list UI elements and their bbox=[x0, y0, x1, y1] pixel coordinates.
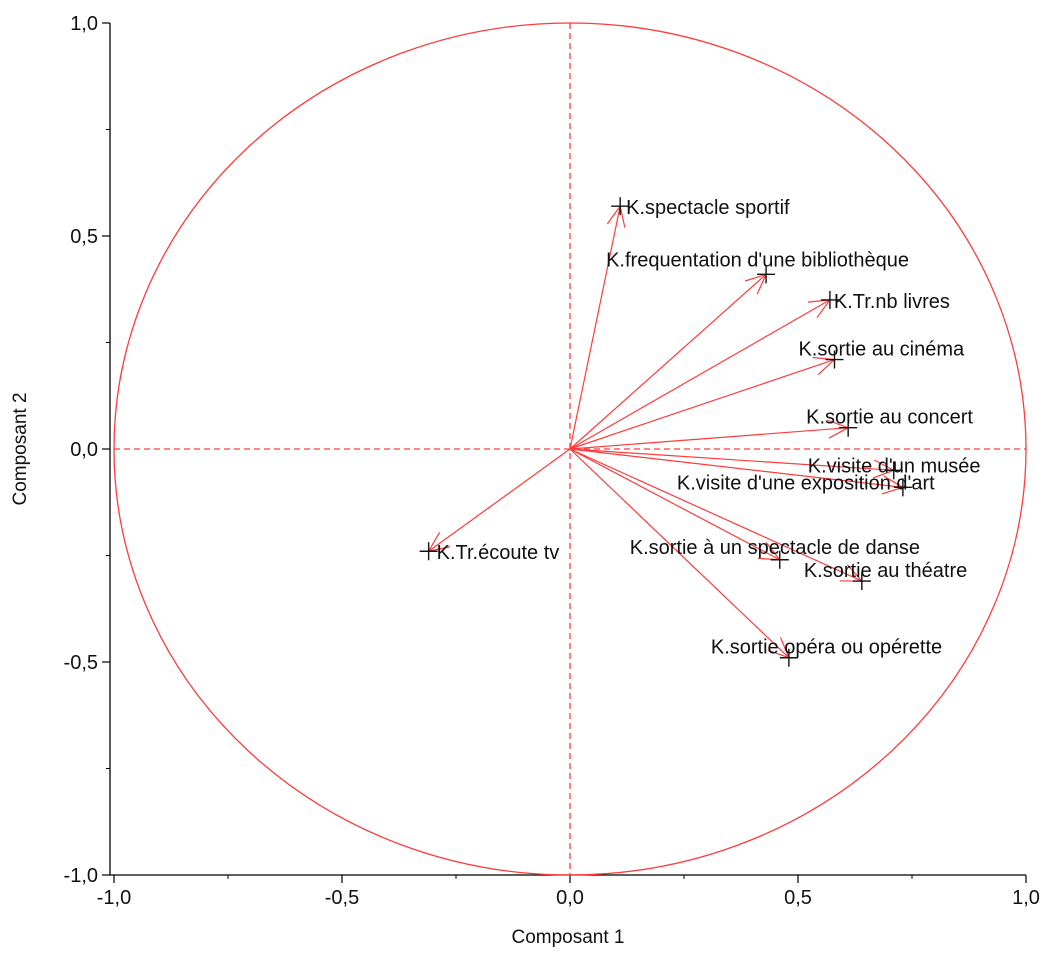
variable-vector bbox=[569, 448, 790, 659]
variable-label: K.spectacle sportif bbox=[626, 197, 790, 219]
vectors-layer bbox=[419, 197, 912, 667]
x-tick-label: -0,5 bbox=[325, 887, 359, 909]
x-tick-label: 0,0 bbox=[556, 887, 584, 909]
variable-vector bbox=[569, 448, 903, 488]
variable-vector bbox=[569, 273, 767, 450]
variable-vector bbox=[569, 448, 781, 561]
point-marker bbox=[419, 542, 438, 561]
x-tick-label: -1,0 bbox=[97, 887, 131, 909]
point-marker bbox=[611, 197, 630, 216]
variable-label: K.frequentation d'une bibliothèque bbox=[606, 249, 909, 271]
y-axis-title: Composant 2 bbox=[10, 392, 31, 505]
point-marker bbox=[770, 550, 789, 569]
y-tick-label: 1,0 bbox=[70, 13, 98, 35]
y-tick-label: 0,0 bbox=[70, 439, 98, 461]
variable-label: K.visite d'un musée bbox=[808, 455, 981, 477]
x-tick-label: 1,0 bbox=[1012, 887, 1040, 909]
point-marker bbox=[893, 478, 912, 497]
variable-vector bbox=[569, 206, 621, 450]
variable-vector bbox=[569, 448, 894, 471]
point-marker bbox=[820, 290, 839, 309]
point-marker bbox=[779, 648, 798, 667]
variable-label: K.Tr.nb livres bbox=[834, 291, 950, 313]
variable-label: K.sortie à un spectacle de danse bbox=[630, 537, 920, 559]
point-marker bbox=[852, 572, 871, 591]
variable-label: K.Tr.écoute tv bbox=[437, 542, 560, 564]
point-marker bbox=[825, 350, 844, 369]
variable-vector bbox=[569, 358, 835, 450]
variable-label: K.visite d'une exposition d'art bbox=[677, 472, 935, 494]
y-tick-label: -0,5 bbox=[64, 652, 98, 674]
point-marker bbox=[884, 461, 903, 480]
point-marker bbox=[839, 418, 858, 437]
y-tick-label: 0,5 bbox=[70, 226, 98, 248]
variable-vector bbox=[428, 448, 571, 552]
labels-layer: K.spectacle sportif K.frequentation d'une… bbox=[437, 197, 981, 659]
variable-vector bbox=[569, 299, 831, 450]
variable-label: K.sortie opéra ou opérette bbox=[711, 637, 942, 659]
variable-vector bbox=[569, 427, 849, 450]
point-marker bbox=[757, 265, 776, 284]
variable-label: K.sortie au concert bbox=[806, 407, 973, 429]
variable-label: K.sortie au cinéma bbox=[798, 339, 965, 361]
y-tick-label: -1,0 bbox=[64, 865, 98, 887]
x-axis-title: Composant 1 bbox=[511, 927, 624, 948]
variable-vector bbox=[569, 448, 863, 582]
variable-label: K.sortie au théatre bbox=[804, 560, 967, 582]
x-tick-label: 0,5 bbox=[784, 887, 812, 909]
